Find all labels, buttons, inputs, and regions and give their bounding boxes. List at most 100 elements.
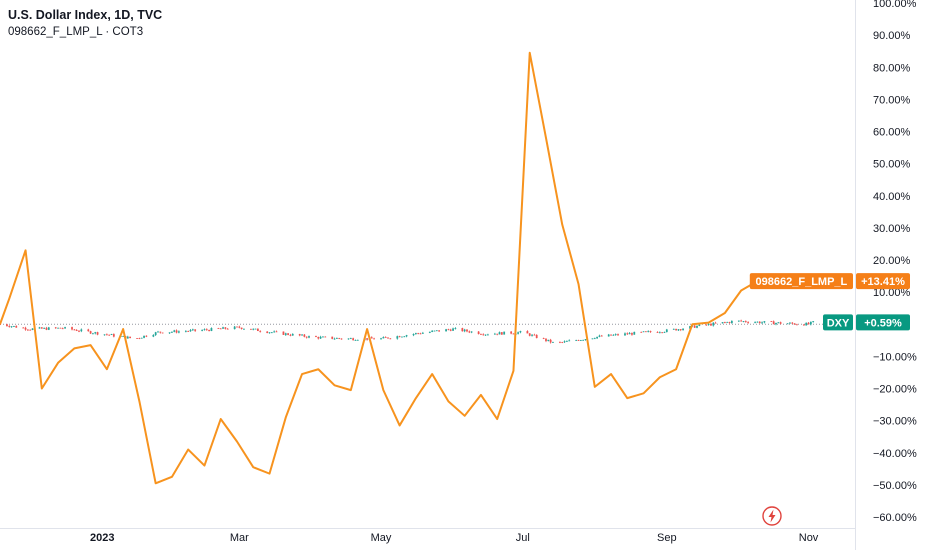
dxy-candle-body — [763, 321, 766, 323]
dxy-candle-body — [143, 335, 145, 338]
dxy-candle-body — [802, 324, 805, 326]
x-tick-label: Jul — [516, 532, 530, 544]
dxy-candle-body — [8, 326, 11, 327]
dxy-candle-body — [575, 340, 578, 342]
dxy-candle-body — [145, 335, 148, 337]
dxy-candle-body — [335, 338, 338, 339]
dxy-candle-body — [663, 331, 666, 333]
series-value-label: +0.59% — [864, 317, 902, 329]
dxy-candle-body — [282, 331, 285, 335]
dxy-candle-body — [705, 324, 708, 326]
dxy-candle-body — [87, 329, 90, 332]
cot-series — [0, 51, 758, 485]
dxy-candles — [0, 319, 815, 344]
dxy-candle-body — [728, 322, 731, 323]
dxy-candle-body — [29, 329, 32, 331]
dxy-candle-body — [275, 331, 278, 333]
dxy-candle-body — [754, 322, 756, 324]
lightning-icon[interactable] — [761, 505, 783, 527]
dxy-candle-body — [380, 338, 382, 340]
dxy-candle-body — [566, 341, 568, 342]
series-name-tag — [823, 314, 853, 331]
price-tags: 098662_F_LMP_L +13.41% DXY +0.59% — [749, 273, 910, 331]
dxy-candle-body — [461, 328, 464, 332]
dxy-candle-body — [789, 322, 791, 324]
dxy-candle-body — [273, 331, 276, 333]
dxy-candle-body — [577, 340, 580, 342]
dxy-candle-body — [252, 328, 255, 330]
dxy-candle-body — [194, 329, 197, 331]
dxy-candle-body — [742, 321, 745, 322]
dxy-candle-body — [761, 322, 763, 324]
dxy-candle-body — [157, 331, 159, 333]
y-tick-label: −50.00% — [873, 480, 917, 492]
cot-price-tag: 098662_F_LMP_L +13.41% — [749, 273, 910, 290]
dxy-candle-body — [482, 334, 485, 336]
dxy-candle-body — [308, 336, 310, 338]
dxy-candle-body — [64, 327, 66, 329]
cot-series-line — [0, 51, 758, 485]
dxy-candle-body — [13, 326, 15, 327]
dxy-candle-body — [447, 329, 450, 331]
dxy-candle-body — [322, 336, 324, 338]
dxy-candle-body — [175, 330, 178, 333]
dxy-candle-body — [203, 329, 206, 331]
y-tick-label: 90.00% — [873, 30, 911, 42]
dxy-candle-body — [6, 324, 8, 327]
dxy-candle-body — [791, 322, 794, 324]
dxy-candle-body — [500, 332, 503, 335]
dxy-candle-body — [236, 326, 238, 328]
dxy-candle-body — [291, 333, 294, 336]
x-tick-label: 2023 — [90, 532, 114, 544]
dxy-candle-body — [740, 320, 743, 322]
dxy-candle-body — [696, 325, 698, 328]
dxy-candle-body — [433, 330, 436, 332]
dxy-candle-body — [617, 334, 619, 336]
dxy-candle-body — [349, 338, 352, 340]
dxy-candle-body — [0, 324, 1, 326]
dxy-candle-body — [552, 341, 554, 343]
y-tick-label: 60.00% — [873, 127, 911, 139]
dxy-candle-body — [419, 333, 422, 335]
dxy-candle-body — [747, 322, 750, 323]
y-tick-label: 100.00% — [873, 0, 917, 10]
dxy-candle-body — [584, 339, 587, 340]
axis-layer: 100.00% 90.00% 80.00% 70.00% 60.00% 50.00% 40.… — [0, 0, 917, 550]
dxy-candle-body — [366, 338, 368, 340]
dxy-candle-body — [331, 336, 334, 339]
dxy-candle-body — [47, 327, 50, 330]
dxy-candle-body — [152, 334, 155, 337]
dxy-candle-body — [73, 329, 76, 331]
dxy-candle-body — [435, 330, 438, 332]
y-tick-label: −20.00% — [873, 384, 917, 396]
dxy-candle-body — [40, 327, 43, 329]
dxy-candle-body — [689, 326, 691, 329]
dxy-candle-body — [807, 322, 810, 325]
dxy-candle-body — [54, 327, 57, 329]
dxy-candle-body — [510, 331, 513, 334]
dxy-candle-body — [317, 337, 320, 339]
dxy-candle-body — [644, 331, 647, 333]
dxy-candle-body — [758, 321, 761, 324]
y-tick-label: −30.00% — [873, 416, 917, 428]
dxy-candle-body — [57, 327, 59, 329]
dxy-candle-body — [730, 321, 733, 323]
dxy-candle-body — [92, 333, 94, 335]
dxy-candle-body — [786, 323, 789, 325]
dxy-candle-body — [535, 334, 538, 339]
dxy-candle-body — [714, 322, 717, 324]
dxy-candle-body — [161, 332, 164, 334]
dxy-candle-body — [723, 322, 726, 323]
dxy-candle-body — [210, 328, 213, 331]
dxy-candle-body — [96, 332, 99, 335]
dxy-candle-body — [607, 334, 610, 337]
dxy-candle-body — [256, 328, 259, 332]
dxy-candle-body — [503, 331, 506, 335]
series-name-label: 098662_F_LMP_L — [756, 276, 848, 288]
dxy-price-tag: DXY +0.59% — [823, 314, 910, 331]
dxy-candle-body — [287, 333, 289, 335]
dxy-candle-body — [600, 335, 603, 337]
dxy-candle-body — [387, 337, 389, 339]
